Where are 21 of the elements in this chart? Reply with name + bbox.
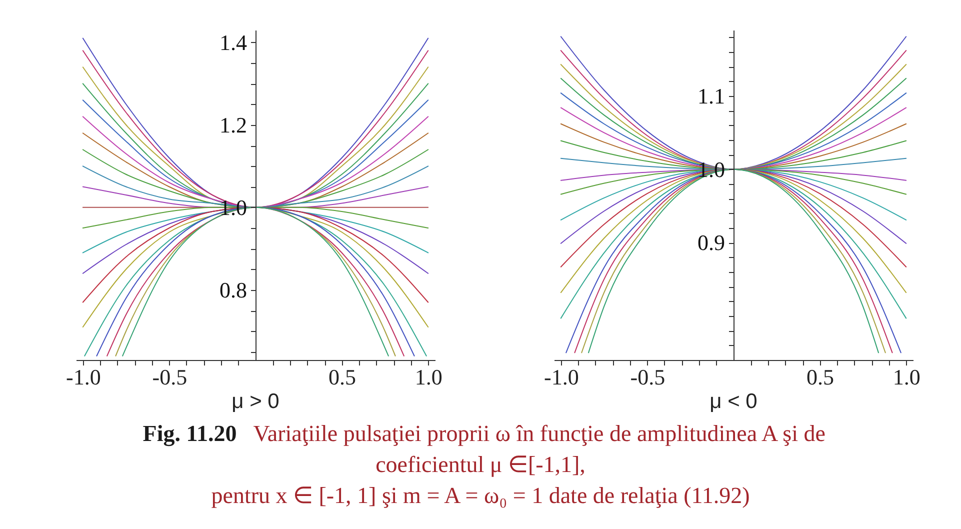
y-tick-label: 1.4 [220, 30, 247, 55]
text: μ > 0 [232, 390, 280, 413]
y-tick-label: 1.2 [220, 112, 247, 138]
text: Fig. 11.20 [142, 421, 237, 447]
y-tick-label: 1.0 [698, 156, 725, 182]
y-tick-label: 0.9 [698, 230, 725, 256]
x-tick-label: -0.5 [630, 364, 666, 390]
text: μ < 0 [710, 390, 758, 413]
text: coeficientul μ ∈[-1,1], [376, 452, 586, 477]
y-tick-label: 0.8 [220, 277, 247, 302]
x-tick-label: -1.0 [66, 364, 101, 390]
text: pentru x ∈ [-1, 1] şi m = A = ω₀ = 1 date de relaţia (11.92) [211, 483, 750, 508]
y-tick-label: 1.0 [220, 194, 247, 220]
x-tick-label: 0.5 [806, 364, 834, 390]
x-tick-label: 0.5 [328, 364, 356, 390]
x-tick-label: 1.0 [414, 364, 442, 390]
text: Variaţiile pulsaţiei proprii ω în funcţie de amplitudinea A şi de [253, 421, 826, 446]
x-tick-label: -1.0 [544, 364, 579, 390]
y-tick-label: 1.1 [698, 84, 725, 108]
x-tick-label: 1.0 [892, 364, 920, 390]
x-tick-label: -0.5 [152, 364, 188, 390]
